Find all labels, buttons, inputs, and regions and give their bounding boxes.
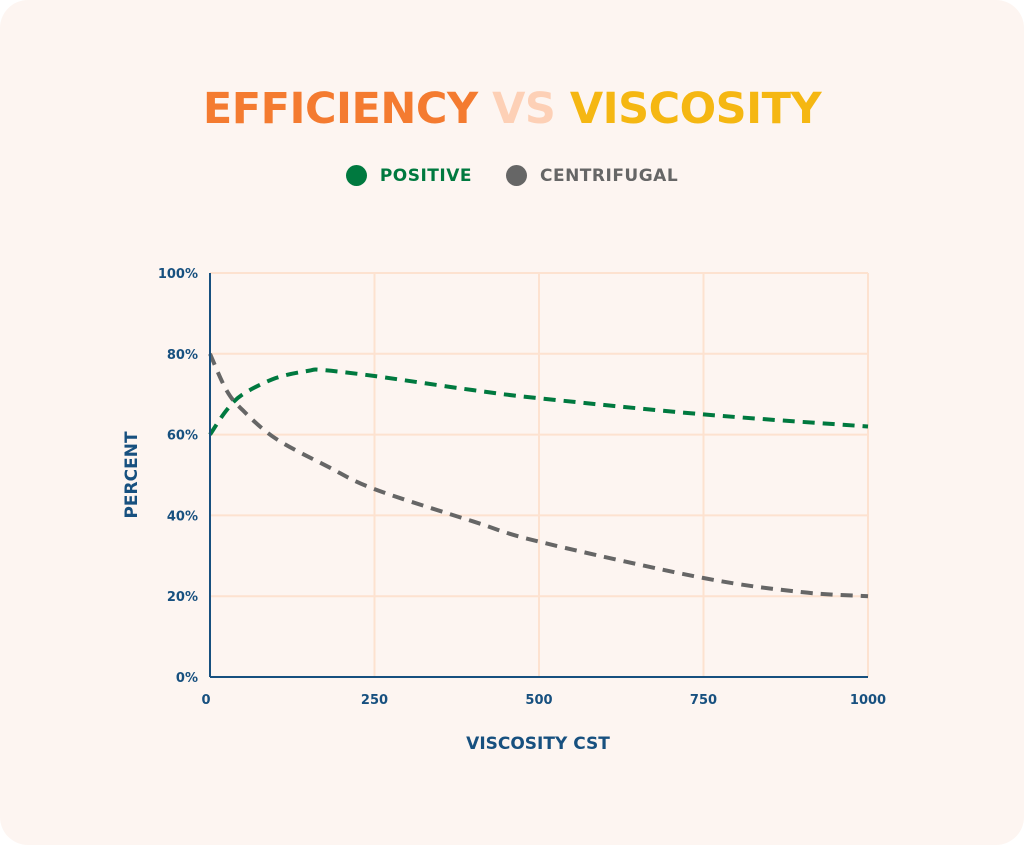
y-tick-label: 60%: [167, 429, 198, 444]
title-part-vs: VS: [492, 84, 556, 134]
legend: POSITIVE CENTRIFUGAL: [0, 165, 1024, 186]
y-tick-label: 100%: [158, 267, 198, 282]
legend-label-positive: POSITIVE: [379, 165, 472, 186]
y-tick-label: 40%: [167, 509, 198, 524]
x-tick-label: 250: [361, 693, 388, 708]
legend-item-centrifugal: CENTRIFUGAL: [505, 165, 679, 186]
y-tick-label: 20%: [167, 590, 198, 605]
x-tick-label: 750: [690, 693, 717, 708]
title-part-efficiency: EFFICIENCY: [202, 84, 478, 134]
y-tick-label: 0%: [176, 671, 198, 686]
y-axis-label: PERCENT: [122, 431, 142, 518]
legend-dot-positive-icon: [345, 165, 367, 186]
x-tick-label: 1000: [850, 693, 886, 708]
chart-title: EFFICIENCY VS VISCOSITY: [0, 84, 1024, 134]
legend-label-centrifugal: CENTRIFUGAL: [539, 165, 679, 186]
title-part-viscosity: VISCOSITY: [569, 84, 822, 134]
x-tick-label: 0: [201, 693, 210, 708]
legend-dot-centrifugal-icon: [505, 165, 527, 186]
x-tick-label: 500: [525, 693, 552, 708]
series-line-positive: [208, 367, 869, 436]
x-axis-label: VISCOSITY CST: [466, 734, 610, 754]
y-tick-label: 80%: [167, 348, 198, 363]
legend-item-positive: POSITIVE: [345, 165, 472, 186]
series-line-centrifugal: [208, 352, 869, 599]
